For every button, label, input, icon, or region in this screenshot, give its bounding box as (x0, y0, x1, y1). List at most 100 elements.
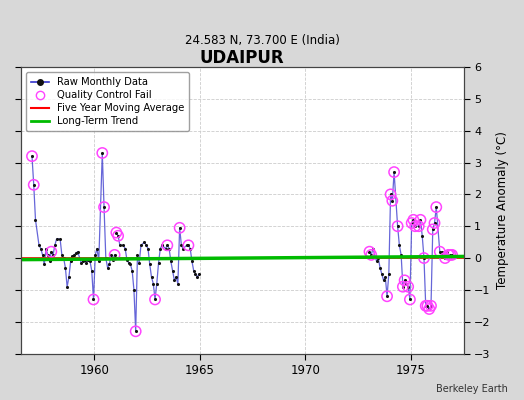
Point (111, 252, 119, 258)
Point (43, 252, 52, 258)
Point (390, 169, 398, 175)
Point (93, 245, 101, 252)
Point (418, 232, 427, 239)
Point (112, 229, 121, 236)
Point (193, 274, 201, 280)
Point (438, 248, 446, 255)
Point (408, 220, 416, 226)
Point (130, 287, 138, 293)
Point (170, 277, 179, 284)
Point (423, 303, 432, 309)
Point (369, 245, 377, 252)
Point (100, 204, 108, 210)
Point (439, 252, 447, 258)
Point (103, 264, 112, 271)
Point (82, 260, 91, 266)
Point (429, 226, 437, 232)
Title: UDAIPUR: UDAIPUR (200, 49, 285, 67)
Point (107, 252, 115, 258)
Point (64, 274, 73, 280)
Point (49, 252, 57, 258)
Point (86, 258, 94, 264)
Point (365, 248, 374, 255)
Point (29, 182, 38, 188)
Point (163, 242, 171, 248)
Point (40, 261, 49, 268)
Point (448, 252, 456, 258)
Point (149, 280, 158, 287)
Point (59, 255, 68, 261)
Point (376, 264, 384, 271)
Point (132, 328, 140, 334)
Point (111, 252, 119, 258)
Text: Berkeley Earth: Berkeley Earth (436, 384, 508, 394)
Point (168, 268, 177, 274)
Point (388, 198, 397, 204)
Point (37, 245, 45, 252)
Point (91, 252, 100, 258)
Point (42, 245, 50, 252)
Point (390, 169, 398, 175)
Point (425, 306, 433, 312)
Point (421, 303, 430, 309)
Point (188, 258, 196, 264)
Point (121, 245, 129, 252)
Point (367, 252, 375, 258)
Point (399, 284, 407, 290)
Point (397, 252, 406, 258)
Point (29, 182, 38, 188)
Point (67, 258, 75, 264)
Point (182, 242, 191, 248)
Point (367, 252, 375, 258)
Point (432, 204, 441, 210)
Point (443, 248, 451, 255)
Point (173, 280, 182, 287)
Point (421, 303, 430, 309)
Point (46, 258, 54, 264)
Point (88, 268, 96, 274)
Point (408, 220, 416, 226)
Point (72, 250, 80, 256)
Point (119, 242, 127, 248)
Point (100, 204, 108, 210)
Point (385, 271, 393, 277)
Point (190, 268, 198, 274)
Point (399, 284, 407, 290)
Point (165, 245, 173, 252)
Point (446, 252, 454, 258)
Point (186, 245, 194, 252)
Point (156, 245, 165, 252)
Point (416, 217, 424, 223)
Point (151, 296, 159, 303)
Point (35, 242, 43, 248)
Point (31, 217, 40, 223)
Point (58, 252, 66, 258)
Point (147, 274, 156, 280)
Point (404, 284, 412, 290)
Point (68, 253, 77, 260)
Point (406, 296, 414, 303)
Point (128, 268, 136, 274)
Point (435, 248, 444, 255)
Point (155, 260, 163, 266)
Legend: Raw Monthly Data, Quality Control Fail, Five Year Moving Average, Long-Term Tren: Raw Monthly Data, Quality Control Fail, … (26, 72, 189, 131)
Point (47, 248, 56, 255)
Point (176, 225, 184, 231)
Point (98, 150, 106, 156)
Point (47, 248, 56, 255)
Point (406, 296, 414, 303)
Point (420, 255, 428, 261)
Point (144, 245, 152, 252)
Point (38, 252, 47, 258)
Point (425, 306, 433, 312)
Point (383, 293, 391, 300)
Point (395, 242, 403, 248)
Point (79, 258, 87, 264)
Point (373, 258, 381, 264)
Point (158, 242, 166, 248)
Point (167, 258, 175, 264)
Point (441, 255, 449, 261)
Point (114, 232, 122, 239)
Point (195, 271, 203, 277)
Point (108, 256, 117, 263)
